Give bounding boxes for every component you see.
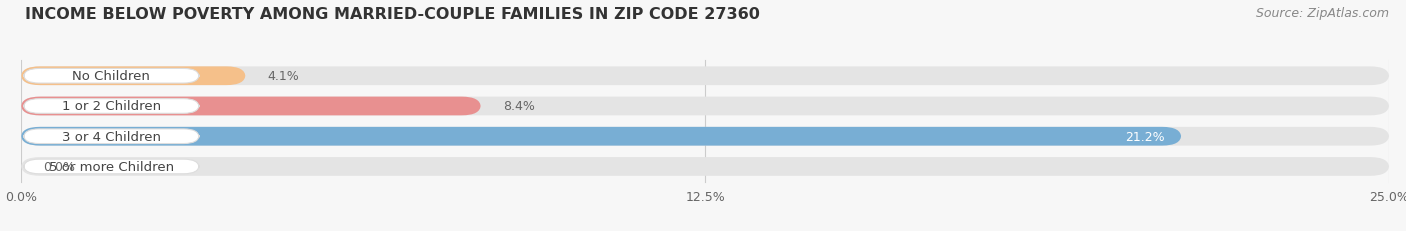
FancyBboxPatch shape <box>24 99 198 114</box>
Text: 0.0%: 0.0% <box>44 160 75 173</box>
FancyBboxPatch shape <box>24 159 198 174</box>
Text: Source: ZipAtlas.com: Source: ZipAtlas.com <box>1256 7 1389 20</box>
Text: No Children: No Children <box>73 70 150 83</box>
FancyBboxPatch shape <box>24 129 198 144</box>
FancyBboxPatch shape <box>21 97 481 116</box>
FancyBboxPatch shape <box>21 67 246 86</box>
Text: INCOME BELOW POVERTY AMONG MARRIED-COUPLE FAMILIES IN ZIP CODE 27360: INCOME BELOW POVERTY AMONG MARRIED-COUPL… <box>25 7 761 22</box>
FancyBboxPatch shape <box>21 127 1181 146</box>
Text: 4.1%: 4.1% <box>267 70 299 83</box>
FancyBboxPatch shape <box>21 127 1389 146</box>
Text: 8.4%: 8.4% <box>502 100 534 113</box>
Text: 21.2%: 21.2% <box>1125 130 1164 143</box>
Text: 3 or 4 Children: 3 or 4 Children <box>62 130 160 143</box>
Text: 5 or more Children: 5 or more Children <box>49 160 174 173</box>
FancyBboxPatch shape <box>21 157 1389 176</box>
Text: 1 or 2 Children: 1 or 2 Children <box>62 100 160 113</box>
FancyBboxPatch shape <box>21 97 1389 116</box>
FancyBboxPatch shape <box>24 69 198 84</box>
FancyBboxPatch shape <box>21 67 1389 86</box>
